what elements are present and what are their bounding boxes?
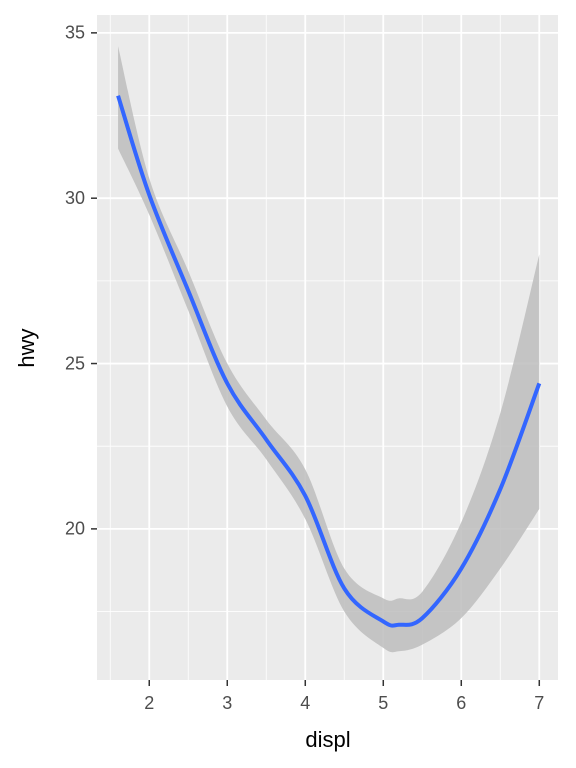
x-tick-label: 3 <box>222 693 232 713</box>
x-tick-label: 7 <box>534 693 544 713</box>
x-tick-label: 4 <box>300 693 310 713</box>
x-axis-title: displ <box>305 727 350 752</box>
x-tick-label: 2 <box>144 693 154 713</box>
smooth-line <box>116 95 542 628</box>
y-tick-label: 25 <box>65 353 85 373</box>
y-tick-label: 35 <box>65 23 85 43</box>
y-tick-label: 30 <box>65 188 85 208</box>
x-tick-label: 6 <box>456 693 466 713</box>
y-axis-title: hwy <box>14 328 39 367</box>
y-tick-label: 20 <box>65 519 85 539</box>
x-tick-label: 5 <box>378 693 388 713</box>
